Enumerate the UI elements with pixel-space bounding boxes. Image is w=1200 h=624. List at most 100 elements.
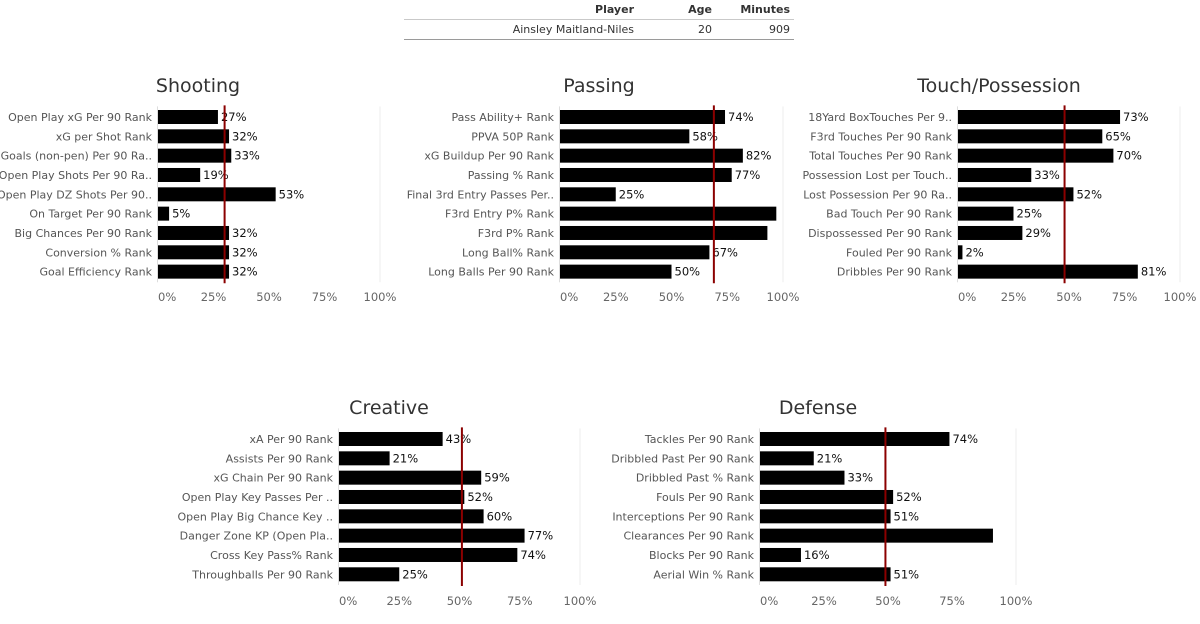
touch-possession-category-label: Total Touches Per 90 Rank [808,150,952,163]
creative-value-label: 74% [520,548,546,562]
touch-possession-bar [958,206,1014,221]
passing-value-label: 77% [735,168,761,182]
shooting-x-tick-label: 100% [364,290,397,304]
touch-possession-bar [958,264,1138,279]
shooting-category-label: Open Play Shots Per 90 Ra.. [0,169,152,182]
defense-bar [760,547,801,562]
creative-x-tick-label: 0% [339,594,357,608]
passing-category-label: Long Balls Per 90 Rank [428,266,554,279]
passing-chart: Passing Pass Ability+ Rank 74% PPVA 50P Ran… [407,75,800,304]
touch-possession-x-tick-label: 100% [1164,290,1197,304]
passing-bar [560,187,616,202]
defense-value-label: 16% [804,548,830,562]
defense-bar [760,567,891,582]
defense-category-label: Dribbled Past Per 90 Rank [611,452,754,465]
defense-category-label: Clearances Per 90 Rank [623,530,754,543]
defense-value-label: 51% [894,567,920,581]
creative-value-label: 52% [467,490,493,504]
passing-value-label: 58% [692,129,718,143]
touch-possession-value-label: 52% [1076,187,1102,201]
creative-bar [339,470,482,485]
shooting-bar [158,225,230,240]
shooting-category-label: Open Play xG Per 90 Rank [8,111,152,124]
creative-category-label: xA Per 90 Rank [249,433,333,446]
defense-value-label: 33% [847,471,873,485]
touch-possession-bar [958,245,963,260]
passing-category-label: PPVA 50P Rank [471,130,554,143]
defense-x-tick-label: 100% [1000,594,1033,608]
touch-possession-value-label: 73% [1123,110,1149,124]
defense-category-label: Fouls Per 90 Rank [656,491,755,504]
shooting-bar [158,167,201,182]
passing-x-tick-label: 25% [603,290,629,304]
touch-possession-category-label: 18Yard BoxTouches Per 9.. [808,111,952,124]
player-name-cell: Ainsley Maitland-Niles [512,23,634,36]
creative-x-tick-label: 25% [386,594,412,608]
creative-bar [339,489,465,504]
touch-possession-category-label: F3rd Touches Per 90 Rank [810,130,952,143]
touch-possession-category-label: Lost Possession Per 90 Ra.. [803,188,952,201]
touch-possession-value-label: 25% [1017,207,1043,221]
defense-x-tick-label: 25% [811,594,837,608]
creative-category-label: Danger Zone KP (Open Pla.. [180,530,333,543]
passing-x-tick-label: 50% [659,290,685,304]
touch-possession-category-label: Possession Lost per Touch.. [803,169,952,182]
shooting-bar [158,187,276,202]
creative-bar [339,547,518,562]
defense-chart-title: Defense [779,397,857,419]
defense-bar [760,528,993,543]
defense-bar [760,509,891,524]
defense-x-tick-label: 0% [760,594,778,608]
shooting-value-label: 27% [221,110,247,124]
shooting-category-label: Open Play DZ Shots Per 90.. [0,188,152,201]
passing-value-label: 82% [746,149,772,163]
touch-possession-x-tick-label: 50% [1056,290,1082,304]
creative-value-label: 43% [446,432,472,446]
defense-value-label: 51% [894,509,920,523]
defense-bar [760,432,950,446]
minutes-column-header: Minutes [740,3,790,16]
passing-category-label: Passing % Rank [468,169,555,182]
shooting-value-label: 32% [232,265,258,279]
creative-x-tick-label: 100% [564,594,597,608]
shooting-x-tick-label: 50% [256,290,282,304]
touch-possession-bar [958,148,1114,163]
defense-x-tick-label: 75% [939,594,965,608]
shooting-x-tick-label: 75% [312,290,338,304]
player-info-table: Player Age Minutes Ainsley Maitland-Nile… [404,0,794,40]
passing-bar [560,129,690,144]
age-column-header: Age [688,3,712,16]
touch-possession-category-label: Bad Touch Per 90 Rank [826,208,952,221]
creative-value-label: 25% [402,567,428,581]
shooting-x-tick-label: 0% [158,290,176,304]
touch-possession-category-label: Dispossessed Per 90 Rank [808,227,953,240]
passing-bar [560,245,710,260]
shooting-value-label: 32% [232,129,258,143]
shooting-category-label: Conversion % Rank [45,246,152,259]
touch-possession-bar [958,225,1023,240]
passing-bar [560,225,768,240]
shooting-value-label: 33% [234,149,260,163]
touch-possession-x-tick-label: 25% [1001,290,1027,304]
touch-possession-bar [958,110,1121,124]
passing-category-label: F3rd Entry P% Rank [445,208,555,221]
player-minutes-cell: 909 [769,23,790,36]
passing-value-label: 25% [619,187,645,201]
creative-value-label: 60% [487,509,513,523]
shooting-category-label: Big Chances Per 90 Rank [15,227,153,240]
defense-bar [760,489,894,504]
player-age-cell: 20 [698,23,712,36]
passing-category-label: F3rd P% Rank [478,227,555,240]
creative-x-tick-label: 50% [447,594,473,608]
passing-bar [560,206,777,221]
creative-category-label: Assists Per 90 Rank [226,452,334,465]
touch-possession-value-label: 33% [1034,168,1060,182]
passing-category-label: Final 3rd Entry Passes Per.. [407,188,554,201]
shooting-value-label: 19% [203,168,229,182]
creative-category-label: Open Play Key Passes Per .. [182,491,333,504]
defense-category-label: Blocks Per 90 Rank [649,549,755,562]
passing-x-tick-label: 0% [560,290,578,304]
creative-bar [339,432,443,446]
touch-possession-x-tick-label: 75% [1112,290,1138,304]
shooting-bar [158,148,232,163]
